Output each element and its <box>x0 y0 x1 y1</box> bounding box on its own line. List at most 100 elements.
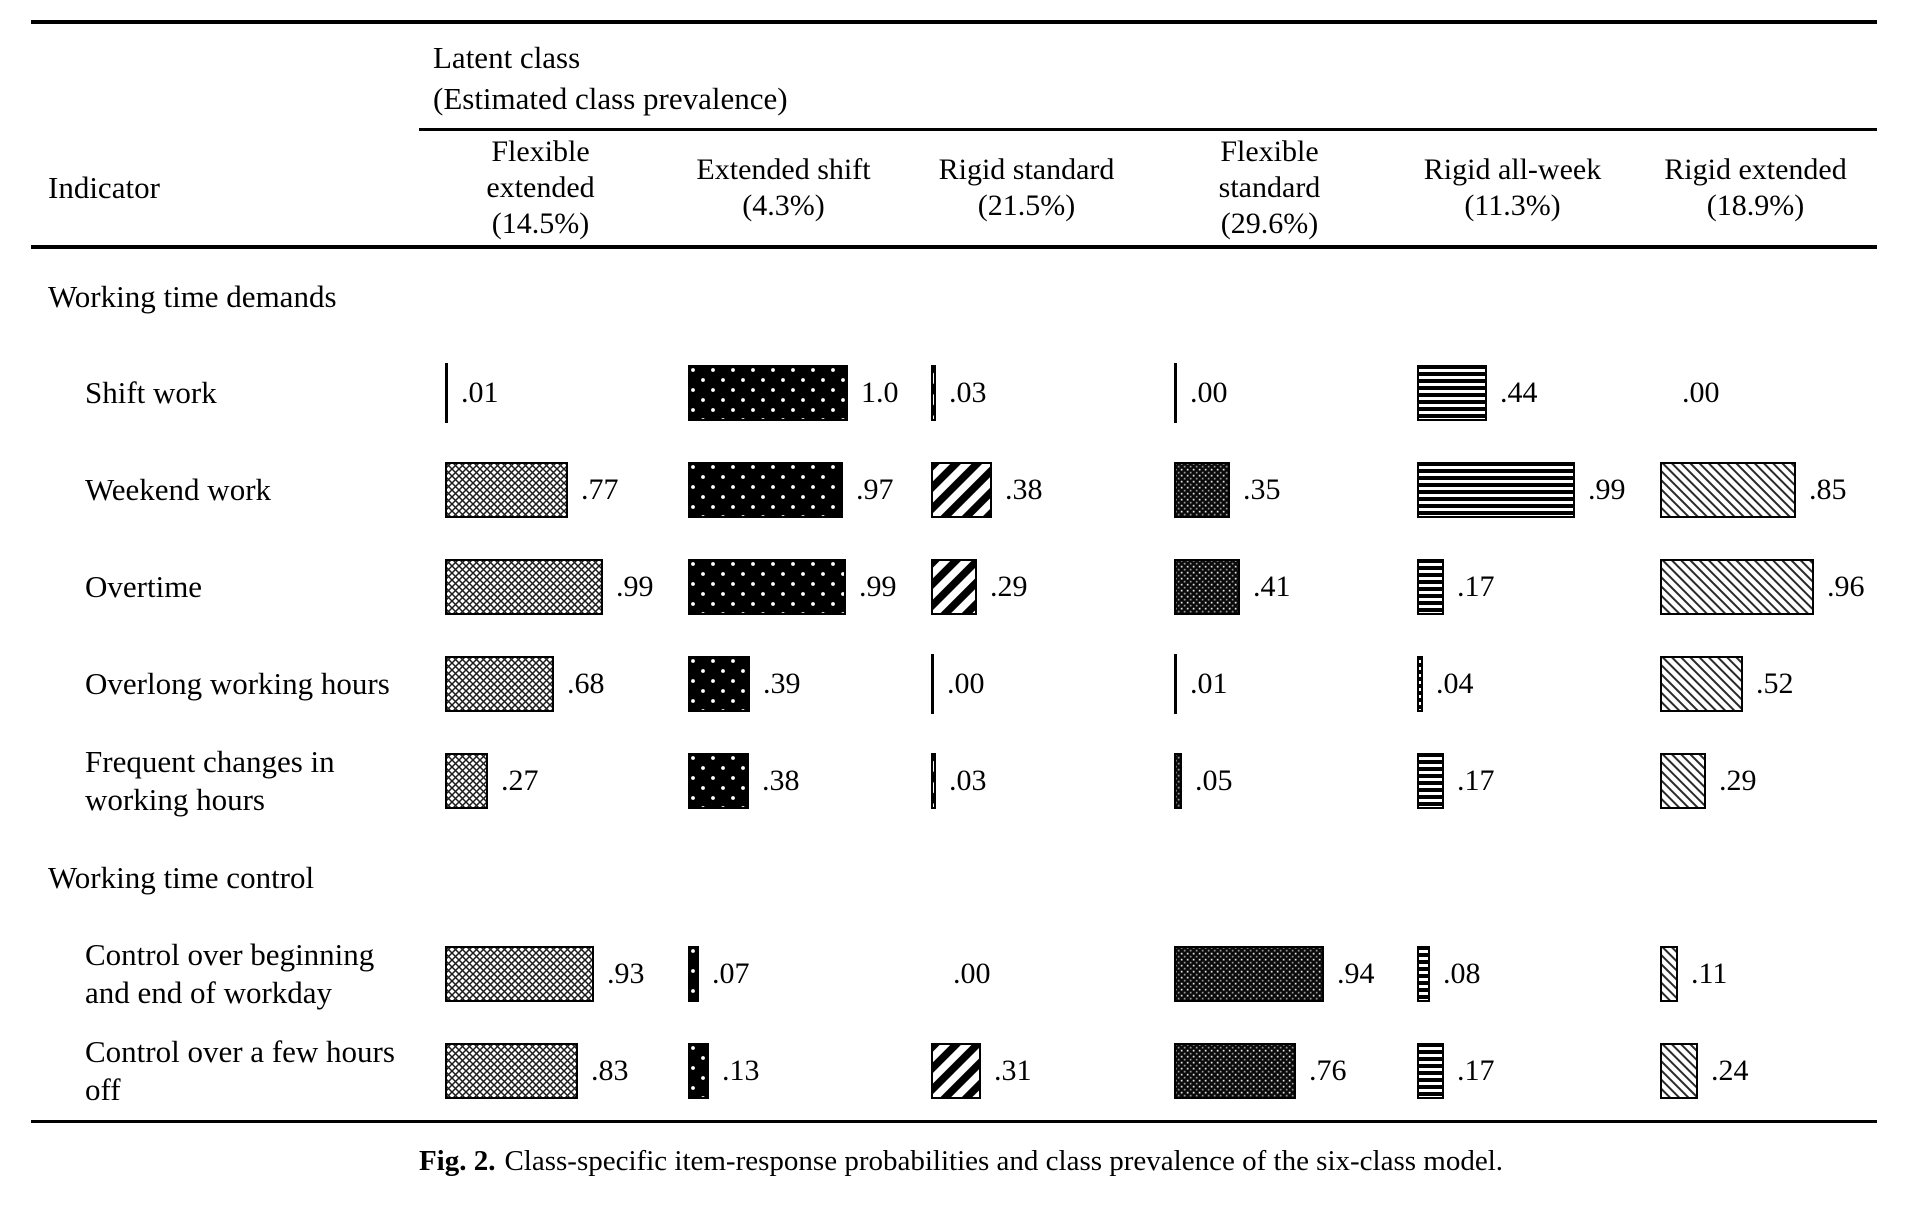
bar-value-label: .03 <box>949 764 987 798</box>
section-title: Working time control <box>48 859 315 895</box>
probability-cell: .00 <box>1148 345 1391 442</box>
indicator-label: Overlong working hours <box>85 665 390 701</box>
bar-value-label: .07 <box>712 957 750 991</box>
column-header-row: Indicator Flexible extended (14.5%) Exte… <box>31 131 1877 245</box>
probability-bar <box>931 462 992 519</box>
bar-value-label: .41 <box>1253 570 1291 604</box>
probability-cell: .68 <box>419 636 662 733</box>
indicator-row: Frequent changes in working hours .27 .38.… <box>31 733 1877 830</box>
figure-body: Working time demands Shift work .01 1.0 .03.… <box>31 249 1877 1120</box>
header-bottom-rule <box>31 244 1877 249</box>
class-header-rigid-all-week: Rigid all-week (11.3%) <box>1423 152 1602 222</box>
probability-bar <box>1417 1043 1444 1100</box>
indicator-label: Shift work <box>85 374 217 410</box>
probability-cell: .13 <box>662 1023 905 1120</box>
probability-cell: .05 <box>1148 733 1391 830</box>
bar-value-label: .08 <box>1443 957 1481 991</box>
probability-bar <box>931 1043 981 1100</box>
bar-value-label: .03 <box>949 376 987 410</box>
probability-cell: .01 <box>419 345 662 442</box>
probability-cell: .03 <box>905 345 1148 442</box>
class-header-rigid-extended: Rigid extended (18.9%) <box>1664 152 1847 222</box>
zero-probability-tick <box>931 654 934 715</box>
probability-cell: .17 <box>1391 733 1634 830</box>
probability-bar <box>1174 946 1324 1003</box>
bar-value-label: .29 <box>990 570 1028 604</box>
bar-value-label: .00 <box>953 957 991 991</box>
probability-bar <box>1417 656 1423 713</box>
probability-cell: .76 <box>1148 1023 1391 1120</box>
bar-value-label: .17 <box>1457 570 1495 604</box>
probability-bar <box>1174 1043 1296 1100</box>
bar-value-label: .17 <box>1457 1054 1495 1088</box>
probability-cell: .96 <box>1634 539 1877 636</box>
caption-text: Class-specific item-response probabiliti… <box>504 1144 1504 1177</box>
probability-bar <box>1174 753 1182 810</box>
bar-value-label: .35 <box>1243 473 1281 507</box>
probability-bar <box>1660 1043 1698 1100</box>
bar-value-label: .39 <box>763 667 801 701</box>
bar-value-label: .44 <box>1500 376 1538 410</box>
probability-cell: .07 <box>662 926 905 1023</box>
top-rule <box>31 20 1877 24</box>
indicator-row: Weekend work .77 .97 .38 .35 .99 .85 <box>31 442 1877 539</box>
probability-cell: .39 <box>662 636 905 733</box>
probability-cell: .99 <box>662 539 905 636</box>
header-group-spacer <box>31 24 419 131</box>
probability-cell: .85 <box>1634 442 1877 539</box>
zero-probability-tick <box>1174 654 1177 715</box>
probability-bar <box>931 365 936 422</box>
bar-value-label: .29 <box>1719 764 1757 798</box>
probability-bar <box>688 753 749 810</box>
bar-value-label: .77 <box>581 473 619 507</box>
bar-value-label: .52 <box>1756 667 1794 701</box>
probability-bar <box>688 1043 709 1100</box>
probability-cell: .94 <box>1148 926 1391 1023</box>
bar-value-label: .17 <box>1457 764 1495 798</box>
probability-cell: .77 <box>419 442 662 539</box>
probability-bar <box>1660 753 1706 810</box>
probability-cell: .52 <box>1634 636 1877 733</box>
probability-cell: .41 <box>1148 539 1391 636</box>
bar-value-label: .01 <box>1190 667 1228 701</box>
bar-value-label: .00 <box>1190 376 1228 410</box>
indicator-row: Shift work .01 1.0 .03 .00 .44 .00 <box>31 345 1877 442</box>
bottom-rule <box>31 1119 1877 1123</box>
bar-value-label: .99 <box>859 570 897 604</box>
probability-cell: .08 <box>1391 926 1634 1023</box>
probability-cell: .44 <box>1391 345 1634 442</box>
bar-value-label: .11 <box>1691 957 1728 991</box>
probability-bar <box>1417 946 1430 1003</box>
probability-bar <box>445 1043 578 1100</box>
class-header-flexible-extended: Flexible extended (14.5%) <box>486 134 595 240</box>
probability-cell: .99 <box>1391 442 1634 539</box>
bar-value-label: .97 <box>856 473 894 507</box>
probability-cell: .11 <box>1634 926 1877 1023</box>
indicator-row: Control over beginning and end of workda… <box>31 926 1877 1023</box>
bar-value-label: .38 <box>1005 473 1043 507</box>
class-header-flexible-standard: Flexible standard (29.6%) <box>1218 134 1321 240</box>
bar-value-label: .24 <box>1711 1054 1749 1088</box>
probability-cell: .24 <box>1634 1023 1877 1120</box>
probability-cell: .27 <box>419 733 662 830</box>
probability-bar <box>445 462 568 519</box>
probability-cell: .29 <box>1634 733 1877 830</box>
indicator-label: Frequent changes in working hours <box>85 743 335 818</box>
section-title: Working time demands <box>48 278 337 314</box>
probability-cell: .00 <box>1634 345 1877 442</box>
figure-2-panel: Latent class (Estimated class prevalence… <box>31 20 1877 1123</box>
probability-cell: .04 <box>1391 636 1634 733</box>
probability-bar <box>688 365 848 422</box>
probability-bar <box>931 753 936 810</box>
caption-label: Fig. 2. <box>418 1144 496 1177</box>
probability-bar <box>445 753 488 810</box>
header-group-row: Latent class (Estimated class prevalence… <box>31 24 1877 131</box>
probability-bar <box>1660 559 1814 616</box>
bar-value-label: 1.0 <box>861 376 899 410</box>
bar-value-label: .00 <box>947 667 985 701</box>
bar-value-label: .99 <box>1588 473 1626 507</box>
probability-bar <box>688 462 843 519</box>
probability-cell: .17 <box>1391 1023 1634 1120</box>
class-header-rigid-standard: Rigid standard (21.5%) <box>938 152 1115 222</box>
